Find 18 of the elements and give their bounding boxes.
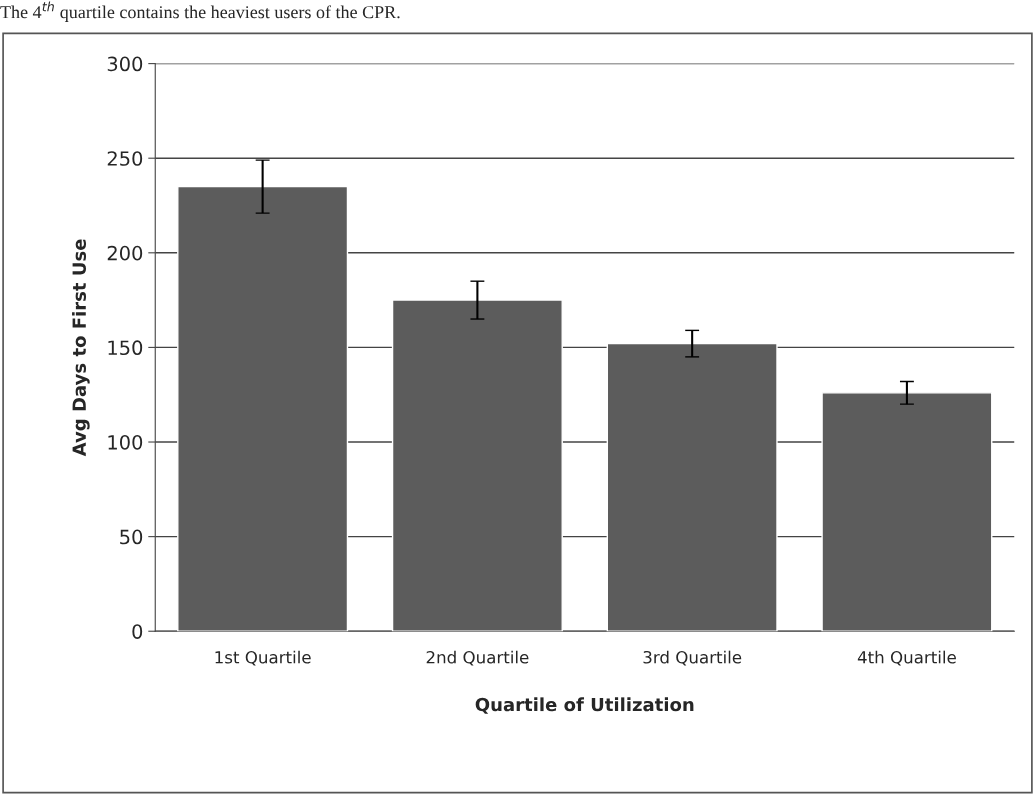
y-tick-label: 150 (108, 340, 143, 356)
y-tick-label: 50 (120, 529, 143, 545)
bar (391, 299, 563, 632)
x-tick-label: 2nd Quartile (426, 650, 529, 666)
y-tick-label: 250 (107, 151, 143, 166)
bar (606, 342, 778, 632)
y-tick-label: 300 (107, 56, 143, 72)
x-tick-label: 4th Quartile (857, 650, 956, 666)
y-tick-label: 0 (132, 624, 143, 639)
bar (177, 185, 349, 632)
x-axis-title: Quartile of Utilization (475, 697, 694, 714)
x-tick-label: 3rd Quartile (643, 650, 742, 666)
y-tick-label: 200 (107, 245, 143, 261)
y-axis-title: Avg Days to First Use (72, 239, 90, 457)
y-tick-label: 100 (108, 434, 143, 450)
x-tick-label: 1st Quartile (215, 650, 311, 666)
bar (821, 392, 993, 632)
text: The 4$^{th}$ quartile contains the heaviest users of the CPR. (0, 1, 400, 22)
